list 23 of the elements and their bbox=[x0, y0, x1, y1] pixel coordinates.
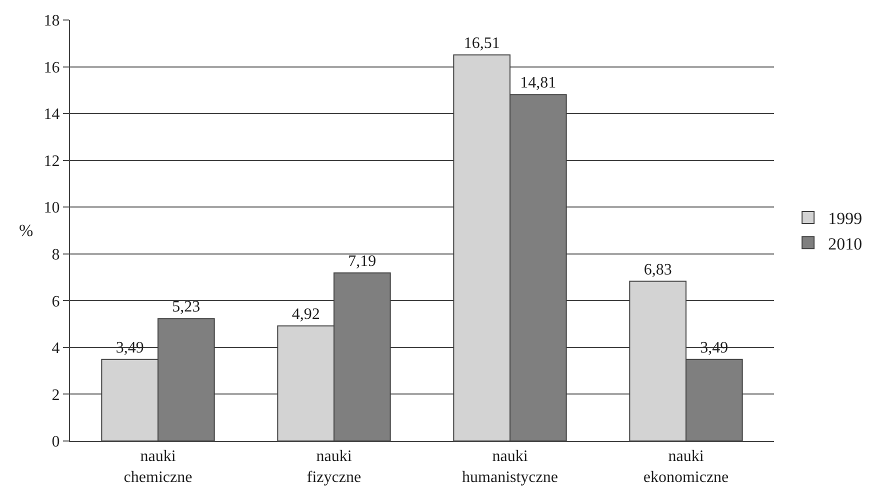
data-label: 14,81 bbox=[520, 74, 556, 92]
x-tick-label: nauki humanistyczne bbox=[462, 448, 558, 486]
data-label: 16,51 bbox=[464, 34, 500, 52]
x-tick-label: nauki ekonomiczne bbox=[643, 448, 729, 486]
y-tick-label: 10 bbox=[44, 200, 60, 217]
legend-label: 1999 bbox=[828, 209, 862, 228]
x-tick-label: nauki fizyczne bbox=[306, 448, 362, 486]
y-tick-label: 2 bbox=[52, 386, 60, 404]
y-tick-label: 8 bbox=[52, 246, 60, 264]
y-tick-label: 6 bbox=[52, 293, 60, 310]
x-tick-label: nauki chemiczne bbox=[124, 448, 192, 486]
y-axis-title: % bbox=[19, 221, 34, 240]
data-label: 7,19 bbox=[348, 252, 376, 270]
y-tick-label: 0 bbox=[52, 434, 60, 451]
y-tick-label: 14 bbox=[44, 106, 60, 124]
y-tick-label: 4 bbox=[52, 340, 60, 358]
data-label: 6,83 bbox=[644, 261, 672, 278]
y-tick-label: 18 bbox=[44, 12, 60, 30]
data-label: 5,23 bbox=[172, 298, 200, 316]
data-label: 4,92 bbox=[292, 306, 320, 323]
y-tick-label: 16 bbox=[44, 59, 60, 76]
legend-label: 2010 bbox=[828, 234, 862, 254]
y-tick-label: 12 bbox=[44, 152, 60, 170]
